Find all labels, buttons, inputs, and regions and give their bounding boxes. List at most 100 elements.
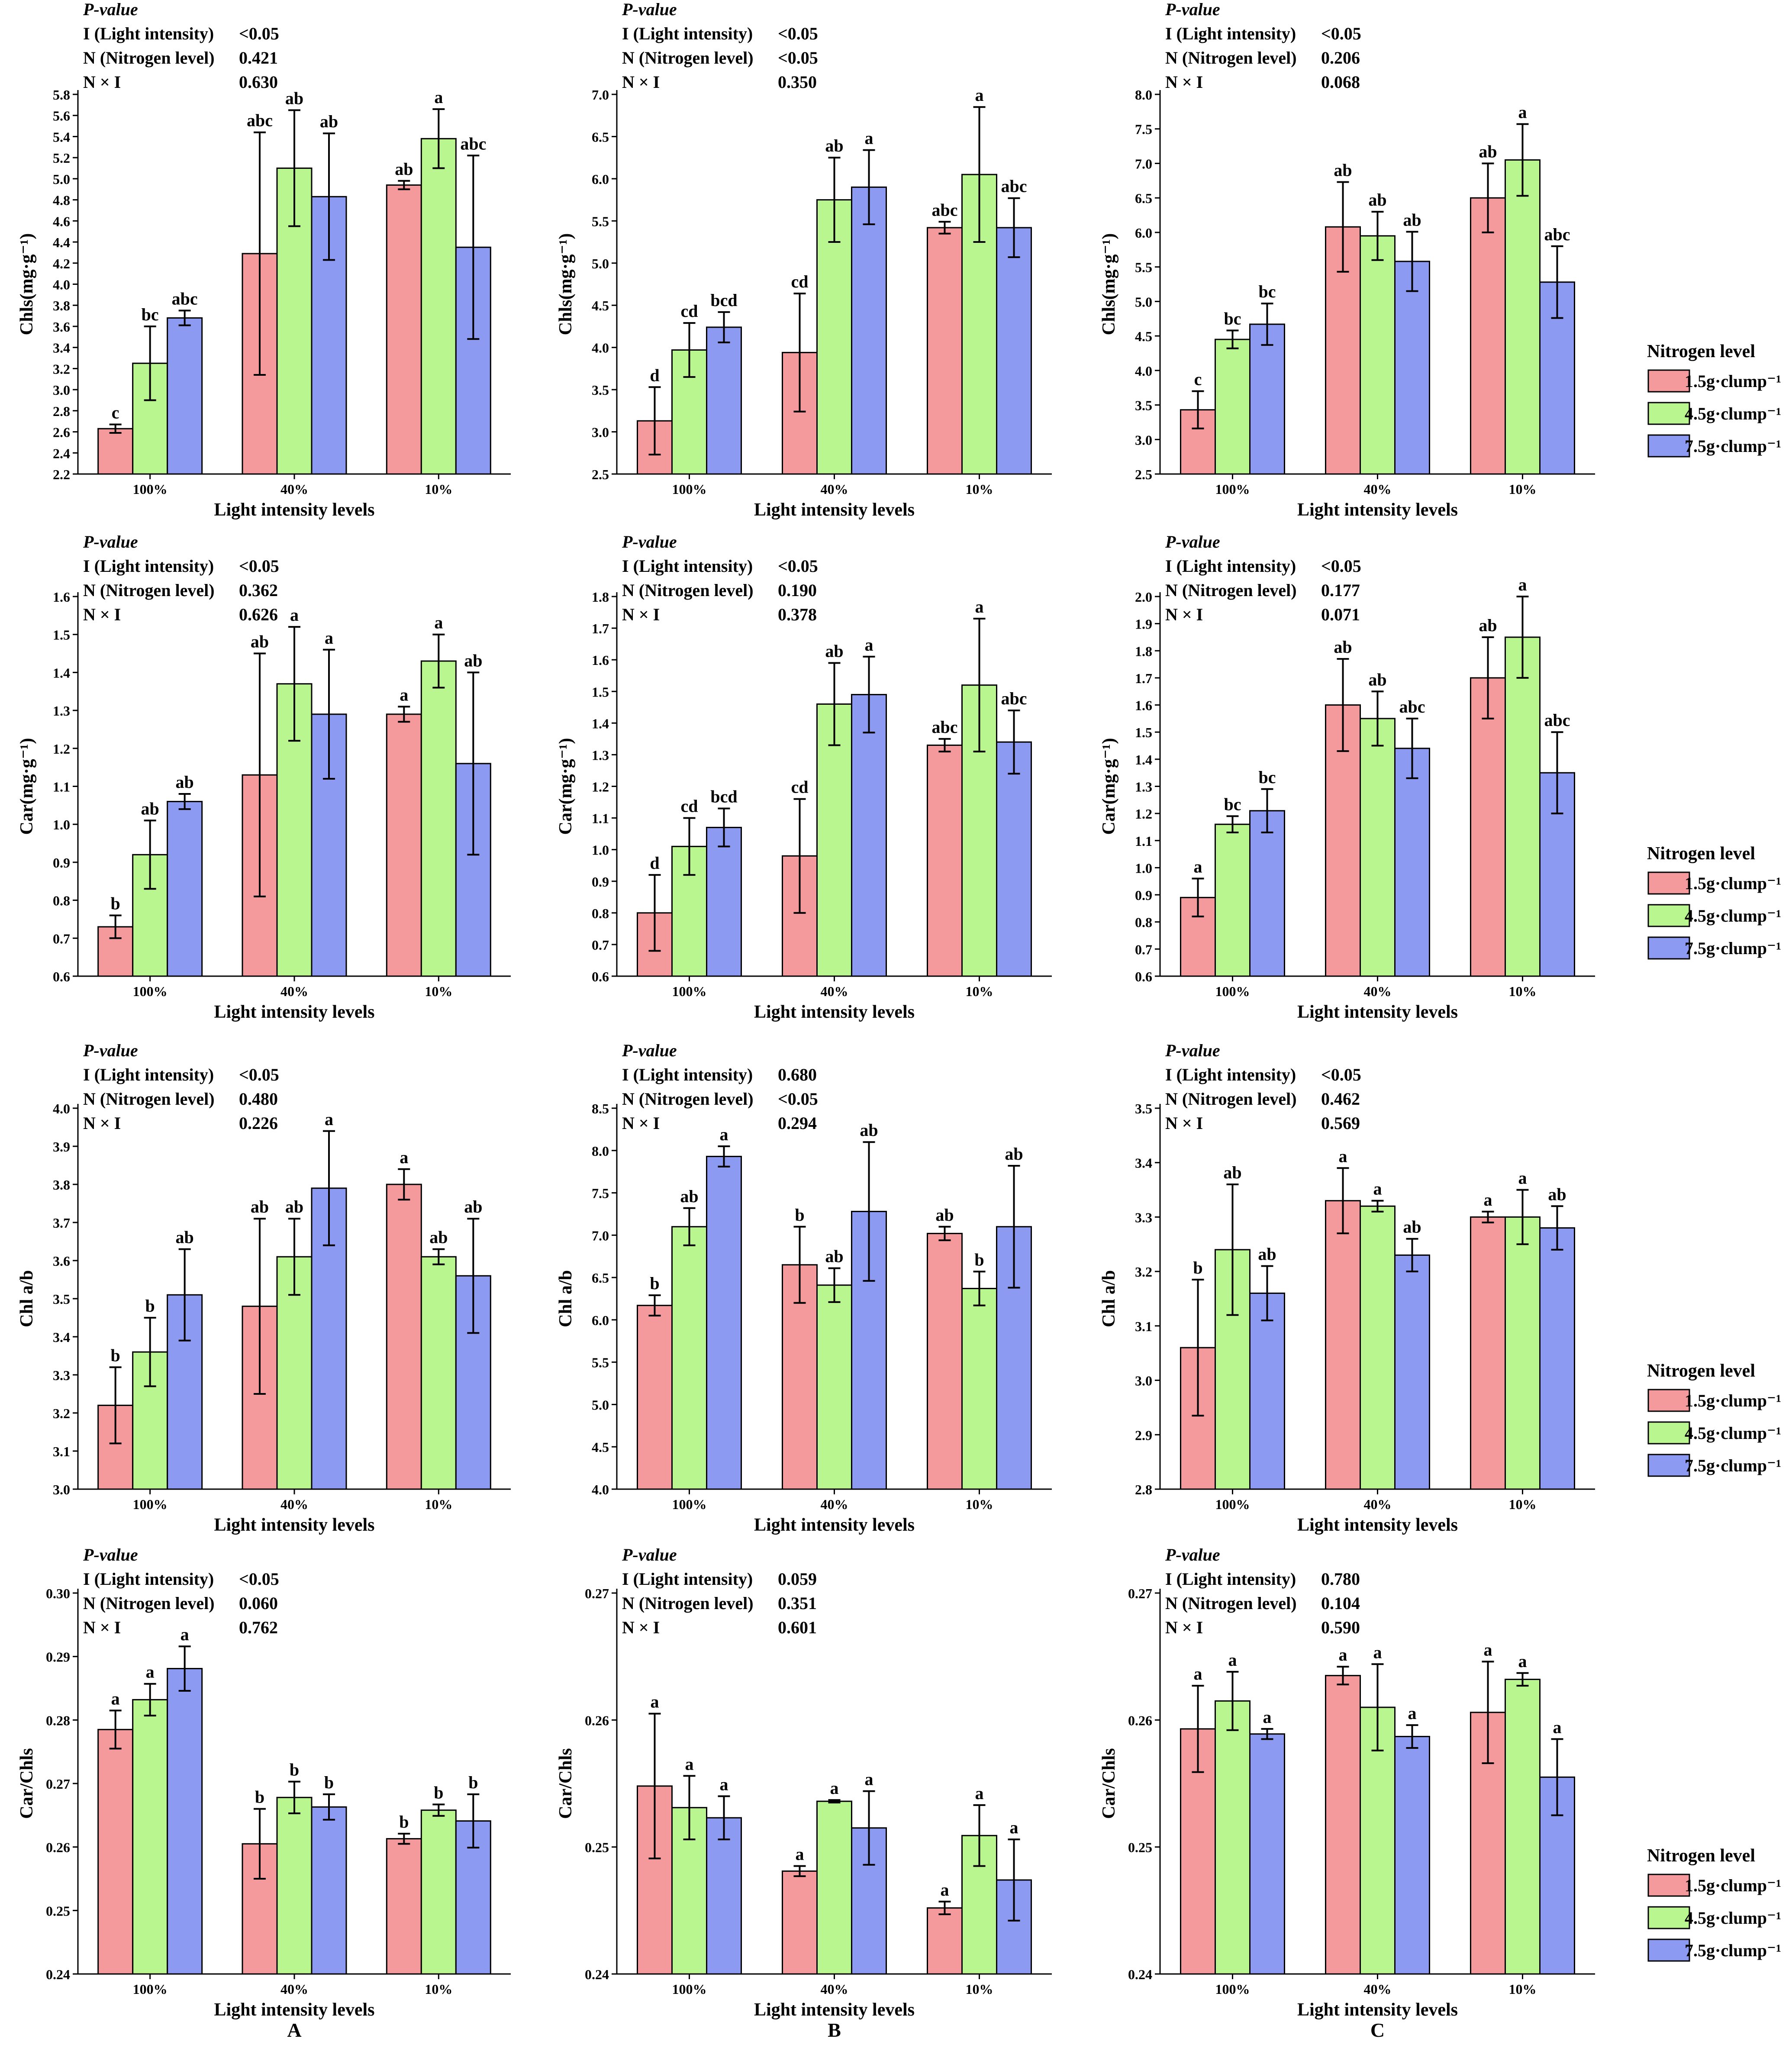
bar [97,428,134,475]
y-tick-label: 4.0 [592,1482,609,1497]
pvalue-label: N (Nitrogen level) [1165,1593,1297,1613]
significance-letter: ab [395,159,413,179]
bar [420,1809,457,1975]
pvalue-label: N × I [1165,72,1203,92]
x-tick-label: 10% [966,1496,993,1512]
pvalue-value: <0.05 [239,24,279,43]
legend-swatch [1647,871,1690,895]
bar [816,703,852,977]
significance-letter: a [941,1880,949,1900]
pvalue-value: 0.590 [1321,1618,1360,1637]
significance-letter: ab [1548,1184,1566,1204]
pvalue-label: I (Light intensity) [622,1569,753,1589]
y-tick-label: 4.6 [53,213,70,229]
significance-letter: b [434,1783,443,1802]
y-tick-label: 1.6 [1135,698,1152,713]
y-tick-label: 3.1 [1135,1319,1152,1334]
legend-label: 4.5g·clump⁻¹ [1685,1908,1781,1928]
legend-title: Nitrogen level [1647,844,1755,864]
y-tick-label: 1.1 [53,779,70,795]
significance-letter: ab [320,112,338,131]
x-tick-label: 10% [1509,1981,1537,1997]
y-tick-label: 2.8 [1135,1482,1152,1497]
y-tick-label: 3.2 [53,1406,70,1421]
significance-letter: a [290,605,299,625]
x-tick-label: 40% [821,1981,848,1997]
legend-label: 7.5g·clump⁻¹ [1685,436,1781,456]
significance-letter: abc [172,289,198,308]
x-tick-label: 100% [1215,1496,1250,1512]
significance-letter: a [865,635,873,655]
chart-panel-A4: P-value I (Light intensity) <0.05 N (Nitrog… [17,1545,511,2020]
x-axis-label: Light intensity levels [214,1515,374,1535]
y-tick-label: 0.27 [1128,1586,1152,1601]
y-tick-label: 2.9 [1135,1427,1152,1443]
y-axis-label: Chls(mg·g⁻¹) [17,233,37,335]
y-tick-label: 3.2 [1135,1264,1152,1280]
y-axis-label: Chls(mg·g⁻¹) [556,233,576,335]
chart-panel-A2: P-value I (Light intensity) <0.05 N (Nitrog… [17,532,511,1022]
pvalue-label: I (Light intensity) [1165,1065,1296,1084]
significance-letter: cd [791,272,809,291]
significance-letter: a [1484,1190,1492,1209]
y-tick-label: 0.25 [585,1840,609,1855]
significance-letter: ab [825,641,843,661]
y-tick-label: 3.5 [53,1291,70,1307]
significance-letter: a [1194,857,1202,876]
y-tick-label: 5.5 [592,1355,609,1371]
legend-label: 4.5g·clump⁻¹ [1685,404,1781,423]
y-tick-label: 4.2 [53,256,70,271]
significance-letter: a [1518,575,1527,594]
legend-swatch [1647,1938,1690,1962]
significance-letter: c [112,403,119,423]
bar [706,827,742,977]
x-axis-label: Light intensity levels [214,1002,374,1022]
bar [420,1256,457,1490]
legend-label: 1.5g·clump⁻¹ [1685,371,1781,391]
y-tick-label: 0.8 [592,906,609,921]
pvalue-label: I (Light intensity) [1165,24,1296,43]
y-axis-label: Car(mg·g⁻¹) [556,738,576,835]
significance-letter: c [1194,370,1202,389]
x-tick-label: 40% [821,481,848,497]
significance-letter: bc [1259,282,1276,301]
pvalue-value: 0.350 [778,72,817,92]
bar [671,1226,707,1490]
x-tick-label: 10% [425,984,452,999]
legend-swatch [1647,1454,1690,1477]
significance-letter: ab [1403,210,1421,229]
y-tick-label: 0.24 [1128,1967,1152,1982]
significance-letter: abc [1001,689,1027,708]
bar [1360,1205,1396,1490]
x-tick-label: 100% [133,1496,168,1512]
x-axis-label: Light intensity levels [754,1002,915,1022]
y-tick-label: 3.7 [53,1215,70,1231]
y-tick-label: 8.5 [592,1101,609,1116]
bar [386,1838,422,1975]
significance-letter: abc [1544,225,1570,244]
y-tick-label: 0.9 [592,874,609,890]
bar [706,1155,742,1490]
y-tick-label: 1.3 [592,747,609,763]
bar [1394,261,1430,475]
legend-swatch [1647,936,1690,960]
pvalue-label: N × I [1165,1113,1203,1133]
y-tick-label: 7.5 [1135,122,1152,137]
bar [1470,677,1506,977]
bar [1394,748,1430,977]
significance-letter: a [434,87,443,107]
y-tick-label: 0.7 [592,937,609,953]
y-axis-label: Car/Chls [556,1748,576,1819]
bar [1394,1735,1430,1975]
pvalue-value: <0.05 [239,556,279,576]
pvalue-label: I (Light intensity) [83,24,214,43]
x-tick-label: 40% [1364,984,1392,999]
y-tick-label: 5.0 [1135,294,1152,310]
y-tick-label: 1.0 [53,817,70,832]
y-tick-label: 1.1 [592,811,609,826]
pvalue-label: N × I [83,72,121,92]
y-tick-label: 1.7 [1135,671,1152,686]
x-tick-label: 10% [966,984,993,999]
y-tick-label: 0.7 [53,931,70,946]
pvalue-label: N × I [622,1113,660,1133]
